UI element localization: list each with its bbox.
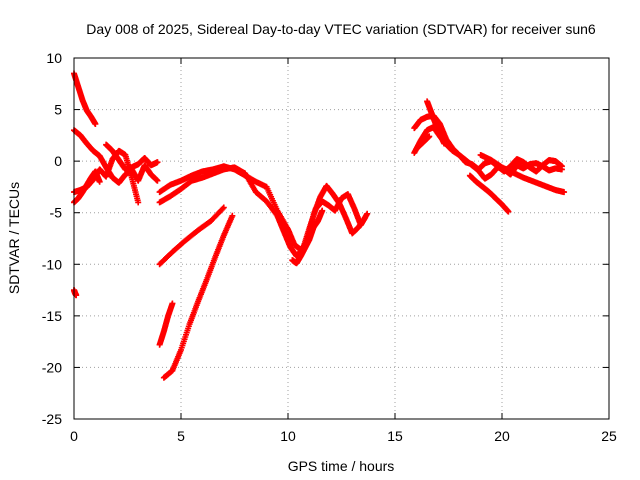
data-point [441, 140, 448, 147]
series-trace-r [413, 133, 433, 152]
series-trace-d [71, 168, 103, 206]
data-point-interp [219, 205, 226, 212]
series-trace-m [411, 124, 565, 182]
data-point [558, 163, 565, 170]
y-axis-label: SDTVAR / TECUs [6, 182, 22, 294]
x-tick-label: 5 [177, 428, 185, 444]
data-point [92, 121, 99, 128]
series-trace-a [71, 70, 99, 128]
axis-ticks: 0 5 10 15 20 25 -25 -20 -15 -10 -5 0 5 10 [42, 50, 617, 444]
data-point [96, 178, 103, 185]
data-point [426, 133, 433, 140]
y-tick-label: 10 [46, 50, 62, 66]
x-tick-label: 20 [494, 428, 510, 444]
series-trace-l [160, 212, 236, 381]
y-tick-label: -15 [42, 308, 62, 324]
x-tick-label: 0 [70, 428, 78, 444]
chart-title: Day 008 of 2025, Sidereal Day-to-day VTE… [86, 21, 596, 37]
plot-frame [73, 57, 610, 420]
series-trace-h [156, 163, 369, 253]
series-trace-p [466, 172, 512, 215]
series-trace-n [411, 112, 565, 175]
series-trace-o [424, 98, 448, 147]
data-point [364, 210, 371, 217]
data-point [135, 199, 142, 206]
y-tick-label: -5 [50, 205, 63, 221]
y-tick-label: 0 [54, 153, 62, 169]
grid-lines [74, 58, 609, 419]
data-point [362, 214, 369, 221]
data-point [561, 189, 568, 196]
data-point [169, 300, 176, 307]
data-point [154, 177, 161, 184]
data-point [229, 212, 236, 219]
y-tick-label: -20 [42, 359, 62, 375]
x-tick-label: 25 [601, 428, 617, 444]
y-tick-label: 5 [54, 102, 62, 118]
y-tick-label: -10 [42, 256, 62, 272]
series-trace-q [477, 151, 568, 196]
data-point [154, 159, 161, 166]
series-trace-k [156, 300, 176, 348]
x-tick-label: 15 [387, 428, 403, 444]
x-tick-label: 10 [280, 428, 296, 444]
x-axis-label: GPS time / hours [288, 458, 395, 474]
series-trace-f [103, 141, 161, 173]
series-trace-e [71, 287, 80, 299]
data-point [319, 207, 326, 214]
series-trace-i [289, 207, 326, 267]
data-points [71, 70, 568, 381]
data-point [505, 208, 512, 215]
series-trace-j [156, 204, 227, 268]
data-point [220, 204, 227, 211]
y-tick-label: -25 [42, 411, 62, 427]
